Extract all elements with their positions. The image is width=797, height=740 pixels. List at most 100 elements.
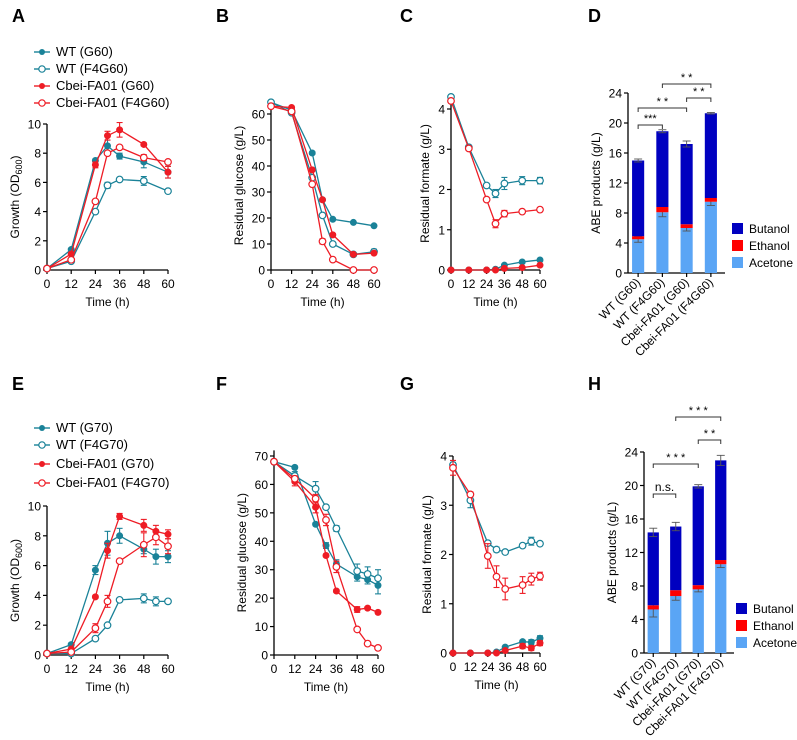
x-tick-label: 60 — [367, 277, 381, 291]
data-point — [164, 542, 172, 551]
legend-marker — [38, 479, 46, 487]
x-tick-label: 60 — [371, 662, 385, 676]
significance-label: * * — [704, 428, 716, 440]
panel-label: F — [216, 374, 227, 394]
bar-segment-ethanol — [692, 585, 704, 590]
bar-segment-acetone — [656, 212, 669, 273]
x-tick-label: 60 — [161, 662, 175, 676]
x-tick-label: 60 — [533, 277, 547, 291]
data-point — [91, 197, 100, 206]
x-tick-label: 12 — [65, 662, 79, 676]
significance-label: * * — [681, 72, 693, 84]
bar-stack — [656, 129, 669, 273]
significance-bracket: * * — [686, 86, 712, 102]
significance-label: n.s. — [655, 480, 674, 494]
y-tick-label: 20 — [255, 592, 269, 606]
x-tick-label: 48 — [351, 662, 365, 676]
data-point — [290, 474, 299, 483]
y-tick-label: 3 — [438, 143, 445, 157]
y-axis-title-end: ) — [8, 155, 22, 159]
y-tick-label: 8 — [631, 580, 638, 594]
data-point — [308, 149, 316, 157]
significance-bracket: * * * — [652, 452, 699, 468]
y-tick-label: 24 — [609, 87, 623, 101]
y-tick-label: 3 — [440, 499, 447, 513]
x-tick-label: 36 — [498, 277, 512, 291]
y-tick-label: 10 — [28, 500, 42, 514]
series-line — [46, 146, 169, 270]
y-tick-label: 6 — [34, 559, 41, 573]
x-tick-label: 24 — [481, 660, 495, 674]
x-tick-label: 0 — [44, 277, 51, 291]
data-point — [322, 503, 330, 512]
x-tick-label: 0 — [450, 660, 457, 674]
significance-bracket: n.s. — [652, 480, 677, 498]
data-point — [374, 643, 382, 652]
data-point — [374, 608, 382, 616]
data-point — [151, 533, 160, 542]
data-point — [353, 606, 361, 614]
legend-swatch — [736, 603, 747, 614]
series-cbei-fa01-f4g60- — [447, 97, 544, 229]
bar-segment-ethanol — [656, 207, 669, 213]
data-point — [328, 240, 337, 248]
bar-stack — [647, 527, 659, 653]
data-point — [91, 593, 99, 601]
legend-item: WT (F4G60) — [34, 61, 128, 76]
significance-label: *** — [644, 113, 658, 125]
data-point — [267, 102, 275, 111]
data-point — [312, 520, 320, 528]
significance-bracket: * * — [661, 72, 712, 88]
data-point — [115, 175, 124, 184]
data-point — [116, 126, 124, 134]
data-point — [349, 250, 357, 258]
y-tick-label: 8 — [615, 207, 622, 221]
legend-label: WT (F4G60) — [56, 61, 128, 76]
legend-item: Ethanol — [736, 619, 794, 633]
series-wt-f4g60- — [447, 93, 544, 199]
x-axis-title: Time (h) — [300, 295, 344, 309]
series-cbei-fa01-f4g70- — [449, 459, 544, 601]
x-axis-title: Time (h) — [85, 295, 129, 309]
y-axis-title-main: Growth (OD — [8, 174, 22, 238]
data-point — [91, 624, 100, 633]
y-tick-label: 20 — [625, 479, 639, 493]
data-point — [370, 249, 378, 257]
y-tick-label: 2 — [34, 619, 41, 633]
panel-b: B 0 10 20 30 40 50 60 Residual glucose (g/L) 0 12 2… — [216, 6, 381, 309]
bracket-line — [652, 463, 699, 468]
data-point — [492, 572, 501, 581]
y-tick-label: 40 — [255, 535, 269, 549]
data-point — [291, 463, 299, 471]
data-point — [501, 647, 509, 655]
y-tick-label: 8 — [34, 147, 41, 161]
data-point — [491, 189, 500, 198]
series-line — [273, 461, 379, 613]
bar-segment-butanol — [680, 144, 693, 225]
y-tick-label: 1 — [438, 223, 445, 237]
y-tick-label: 4 — [34, 589, 41, 603]
x-tick-label: 48 — [347, 277, 361, 291]
y-axis-title-sub: 600 — [14, 543, 24, 558]
series-cbei-fa01-g70- — [449, 639, 544, 657]
y-tick-label: 1 — [440, 597, 447, 611]
y-tick-label: 10 — [252, 238, 266, 252]
bar-stack — [632, 158, 645, 273]
data-point — [484, 649, 492, 657]
data-point — [319, 196, 326, 204]
y-tick-label: 12 — [609, 177, 623, 191]
panel-label: C — [400, 6, 413, 26]
legend-swatch — [736, 620, 747, 631]
y-tick-label: 0 — [258, 264, 265, 278]
series-line — [46, 144, 169, 270]
y-tick-label: 8 — [34, 529, 41, 543]
legend-swatch — [736, 637, 747, 648]
x-tick-label: 0 — [271, 662, 278, 676]
y-tick-label: 4 — [34, 205, 41, 219]
data-point — [104, 142, 111, 150]
data-point — [536, 572, 544, 581]
data-point — [329, 215, 337, 223]
